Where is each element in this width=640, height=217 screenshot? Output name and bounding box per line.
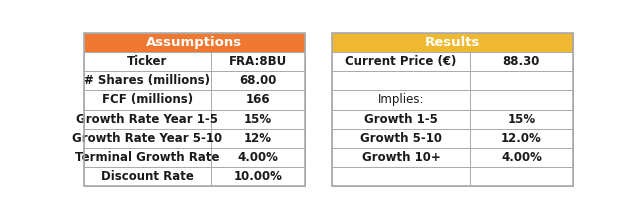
Text: 12%: 12%	[244, 132, 272, 145]
Text: 15%: 15%	[508, 113, 536, 126]
Text: 10.00%: 10.00%	[234, 170, 282, 183]
Bar	[332, 167, 573, 186]
Text: Terminal Growth Rate: Terminal Growth Rate	[75, 151, 220, 164]
Bar	[84, 148, 305, 167]
Text: Results: Results	[424, 36, 480, 49]
Text: 166: 166	[246, 94, 270, 107]
Text: Implies:: Implies:	[378, 94, 424, 107]
Bar	[84, 52, 305, 71]
Text: Growth Rate Year 5-10: Growth Rate Year 5-10	[72, 132, 223, 145]
Text: Assumptions: Assumptions	[147, 36, 243, 49]
Bar	[332, 71, 573, 90]
Text: Growth Rate Year 1-5: Growth Rate Year 1-5	[76, 113, 218, 126]
Text: 15%: 15%	[244, 113, 272, 126]
Text: 12.0%: 12.0%	[501, 132, 542, 145]
Text: Current Price (€): Current Price (€)	[346, 55, 457, 68]
Bar	[332, 33, 573, 52]
Bar	[84, 90, 305, 110]
Bar	[332, 110, 573, 129]
Bar	[332, 33, 573, 186]
Bar	[84, 33, 305, 52]
Bar	[84, 167, 305, 186]
Text: Growth 1-5: Growth 1-5	[364, 113, 438, 126]
Bar	[332, 129, 573, 148]
Bar	[332, 148, 573, 167]
Text: Discount Rate: Discount Rate	[101, 170, 194, 183]
Text: FRA:8BU: FRA:8BU	[228, 55, 287, 68]
Bar	[84, 71, 305, 90]
Text: 4.00%: 4.00%	[237, 151, 278, 164]
Text: # Shares (millions): # Shares (millions)	[84, 74, 211, 87]
Bar	[332, 90, 573, 110]
Text: 68.00: 68.00	[239, 74, 276, 87]
Text: FCF (millions): FCF (millions)	[102, 94, 193, 107]
Bar	[332, 52, 573, 71]
Text: 88.30: 88.30	[503, 55, 540, 68]
Text: 4.00%: 4.00%	[501, 151, 542, 164]
Text: Growth 10+: Growth 10+	[362, 151, 440, 164]
Text: Ticker: Ticker	[127, 55, 168, 68]
Text: Growth 5-10: Growth 5-10	[360, 132, 442, 145]
Bar	[84, 110, 305, 129]
Bar	[84, 33, 305, 186]
Bar	[84, 129, 305, 148]
